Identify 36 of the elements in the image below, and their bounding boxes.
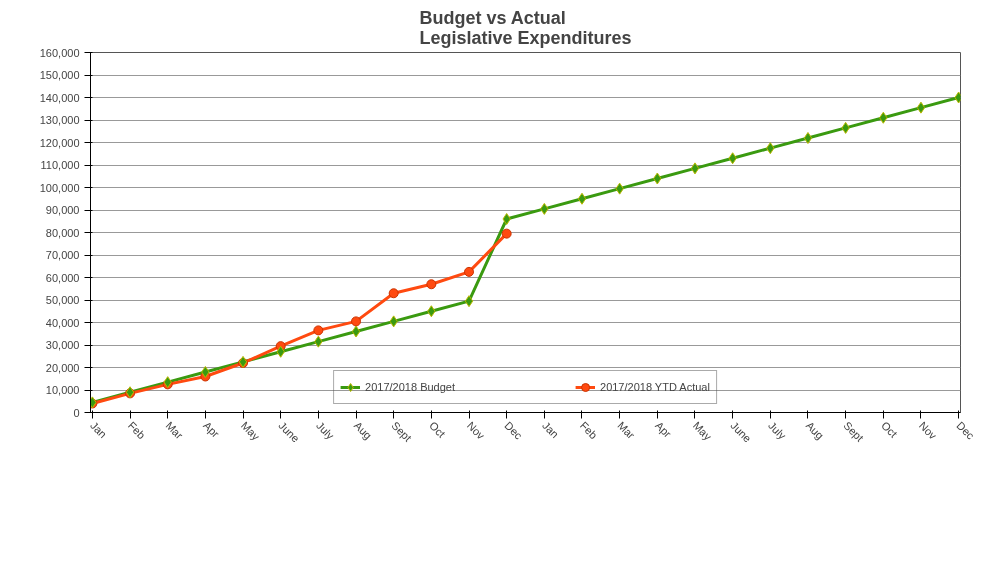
x-tick-label: Oct [879,419,900,440]
x-tick-label: Oct [427,419,448,440]
y-tick-label: 100,000 [39,181,80,194]
y-tick-label: 130,000 [39,114,80,126]
y-tick-label: 40,000 [45,316,80,329]
y-tick-label: 20,000 [45,361,80,374]
y-tick-label: 160,000 [39,46,80,59]
x-tick-label: Jan [540,419,562,441]
y-tick-label: 10,000 [45,384,80,396]
y-tick-label: 110,000 [40,159,80,171]
y-tick-label: 60,000 [45,271,80,284]
y-tick-label: 140,000 [39,91,80,104]
legend-label: 2017/2018 YTD Actual [600,381,710,393]
x-tick-label: Apr [653,419,674,441]
x-tick-label: Feb [125,419,148,442]
x-tick-label: Jan [88,419,110,441]
x-tick-label: Mar [163,419,186,442]
y-tick-label: 0 [73,406,80,419]
x-tick-label: July [766,419,789,442]
x-tick-label: Feb [577,419,600,442]
x-tick-label: July [314,419,337,442]
x-tick-label: Nov [464,419,488,442]
legend-label: 2017/2018 Budget [365,381,456,393]
y-tick-label: 120,000 [39,136,80,149]
y-tick-label: 30,000 [45,339,80,351]
y-tick-label: 80,000 [45,226,80,239]
x-tick-label: Nov [916,419,940,442]
y-tick-label: 90,000 [45,204,80,216]
chart-title: Budget vs Actual Legislative Expenditures [419,7,632,48]
y-tick-label: 70,000 [45,249,80,261]
x-tick-label: Aug [351,419,375,442]
y-tick-label: 150,000 [39,69,80,81]
x-tick-label: Mar [615,419,638,442]
y-tick-label: 50,000 [45,294,80,306]
x-tick-label: Apr [201,419,222,441]
x-tick-label: Aug [803,419,827,442]
